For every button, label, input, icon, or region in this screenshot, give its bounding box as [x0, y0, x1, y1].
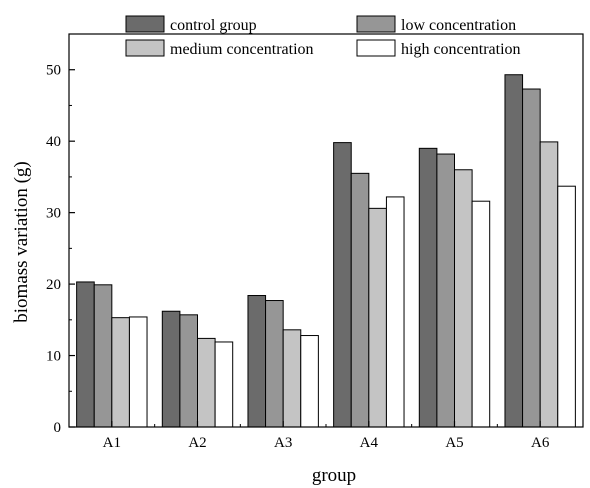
ticks-layer: 0 10 20 30 40 50 A1 A2 A3 A4 A5 A6	[46, 33, 550, 451]
bar-a4-series-2	[350, 172, 370, 428]
x-tick-label-a4: A4	[360, 435, 379, 451]
y-tick-label: 50	[46, 63, 61, 79]
y-axis-label: biomass variation (g)	[11, 161, 32, 322]
legend-swatch-4	[356, 39, 396, 57]
bar-a1-series-4	[128, 316, 148, 428]
x-axis-label: group	[312, 465, 356, 486]
legend-swatch-2	[356, 15, 396, 33]
bar-a5-series-2	[436, 153, 455, 428]
bar-a3-series-2	[265, 300, 284, 428]
y-tick-label: 20	[46, 277, 61, 293]
bar-a4-series-1	[333, 142, 352, 428]
y-tick-label: 0	[54, 420, 62, 436]
x-tick-label-a3: A3	[274, 435, 292, 451]
bar-a6-series-4	[557, 185, 576, 428]
bar-a5-series-1	[418, 147, 438, 428]
bar-a3-series-4	[300, 335, 319, 428]
legend-label-1: control group	[170, 17, 257, 34]
legend-label-3: medium concentration	[170, 41, 314, 58]
bar-a6-series-1	[504, 74, 524, 428]
legend-swatch-1	[125, 15, 165, 33]
y-tick-label: 30	[46, 206, 61, 222]
bar-a3-series-1	[247, 295, 267, 428]
bar-a2-series-1	[161, 310, 181, 428]
y-tick-label: 40	[46, 134, 61, 150]
bar-a3-series-3	[282, 329, 302, 428]
bar-a1-series-1	[76, 281, 95, 428]
bar-a5-series-3	[454, 169, 473, 428]
bar-a1-series-2	[93, 284, 113, 428]
bar-a2-series-4	[214, 341, 234, 428]
x-tick-label-a5: A5	[445, 435, 463, 451]
legend-label-4: high concentration	[401, 41, 521, 58]
legend: control group low concentration medium con…	[125, 15, 521, 58]
bar-a4-series-4	[385, 196, 405, 428]
bar-a6-series-2	[522, 88, 541, 428]
bar-a2-series-2	[179, 314, 198, 428]
bar-a2-series-3	[197, 337, 216, 428]
legend-label-2: low concentration	[401, 17, 516, 34]
bar-a1-series-3	[111, 317, 130, 428]
bars-layer	[76, 74, 576, 428]
x-tick-label-a6: A6	[531, 435, 550, 451]
y-tick-label: 10	[46, 349, 61, 365]
bar-a6-series-3	[539, 141, 559, 428]
legend-swatch-3	[125, 39, 165, 57]
bar-a5-series-4	[471, 200, 491, 428]
x-tick-label-a1: A1	[103, 435, 121, 451]
x-tick-label-a2: A2	[188, 435, 206, 451]
bar-a4-series-3	[368, 207, 387, 428]
